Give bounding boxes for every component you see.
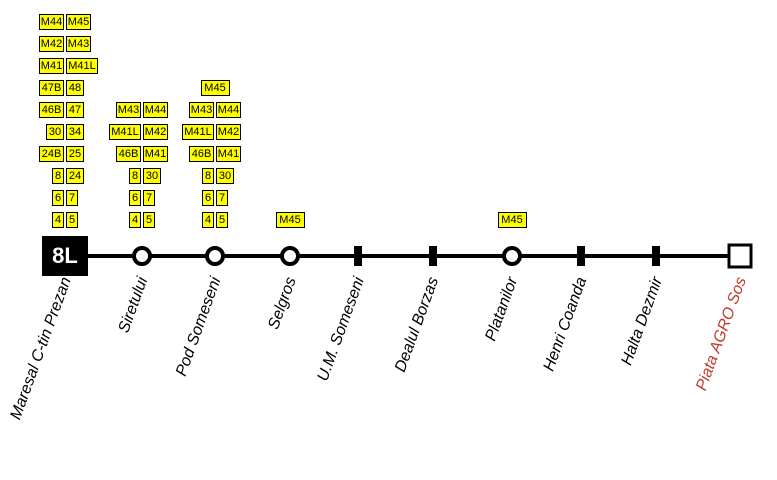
station-marker-tick <box>652 246 660 266</box>
transfer-chip: M45 <box>275 212 305 228</box>
transfer-chip: 7 <box>216 190 228 206</box>
transfer-chip: 8 <box>52 168 64 184</box>
transfer-chip: 47 <box>66 102 84 118</box>
station-marker-terminus <box>727 243 753 269</box>
transfer-chip: M43 <box>116 102 141 118</box>
transfer-chip: M41 <box>143 146 168 162</box>
transfer-chip: M41 <box>216 146 241 162</box>
transfer-chip: M43 <box>189 102 214 118</box>
transfer-chip: 5 <box>143 212 155 228</box>
transfer-chip: 8 <box>129 168 141 184</box>
transfer-chip: 5 <box>216 212 228 228</box>
station-marker-tick <box>429 246 437 266</box>
transfer-chip: M41 <box>39 58 64 74</box>
transfer-chip: M44 <box>216 102 241 118</box>
station-marker-tick <box>354 246 362 266</box>
transfer-chip: M45 <box>66 14 91 30</box>
transfer-chip: 30 <box>143 168 161 184</box>
transfer-chip: M43 <box>66 36 91 52</box>
transfer-chip: M44 <box>39 14 64 30</box>
station-marker-circle <box>280 246 300 266</box>
transfer-chip: 24 <box>66 168 84 184</box>
transfer-chip: 24B <box>39 146 64 162</box>
transfer-chip: 34 <box>66 124 84 140</box>
transfer-chip: 4 <box>52 212 64 228</box>
transfer-chip: M41L <box>109 124 141 140</box>
transfer-chip: M41L <box>182 124 214 140</box>
station-marker-circle <box>132 246 152 266</box>
transfer-chip: 30 <box>216 168 234 184</box>
transfer-chip: 6 <box>52 190 64 206</box>
transfer-chip: M44 <box>143 102 168 118</box>
transfer-chip: 46B <box>189 146 214 162</box>
transfer-chip: M41L <box>66 58 98 74</box>
transfer-chip: 46B <box>116 146 141 162</box>
transfer-chip: 6 <box>202 190 214 206</box>
station-marker-circle <box>205 246 225 266</box>
transfer-chip: M42 <box>143 124 168 140</box>
transfer-chip: 48 <box>66 80 84 96</box>
transfer-chip: M45 <box>200 80 230 96</box>
transfer-chip: 25 <box>66 146 84 162</box>
transfer-chip: 4 <box>129 212 141 228</box>
station-marker-tick <box>577 246 585 266</box>
transfer-chip: 46B <box>39 102 64 118</box>
transfer-chip: M42 <box>216 124 241 140</box>
transfer-chip: 4 <box>202 212 214 228</box>
transfer-chip: 8 <box>202 168 214 184</box>
transfer-chip: M42 <box>39 36 64 52</box>
transfer-chip: 30 <box>46 124 64 140</box>
station-marker-circle <box>502 246 522 266</box>
transfer-chip: 7 <box>66 190 78 206</box>
transfer-chip: 7 <box>143 190 155 206</box>
transfer-chip: M45 <box>497 212 527 228</box>
line-badge: 8L <box>42 236 88 276</box>
transfer-chip: 5 <box>66 212 78 228</box>
transfer-chip: 47B <box>39 80 64 96</box>
transfer-chip: 6 <box>129 190 141 206</box>
